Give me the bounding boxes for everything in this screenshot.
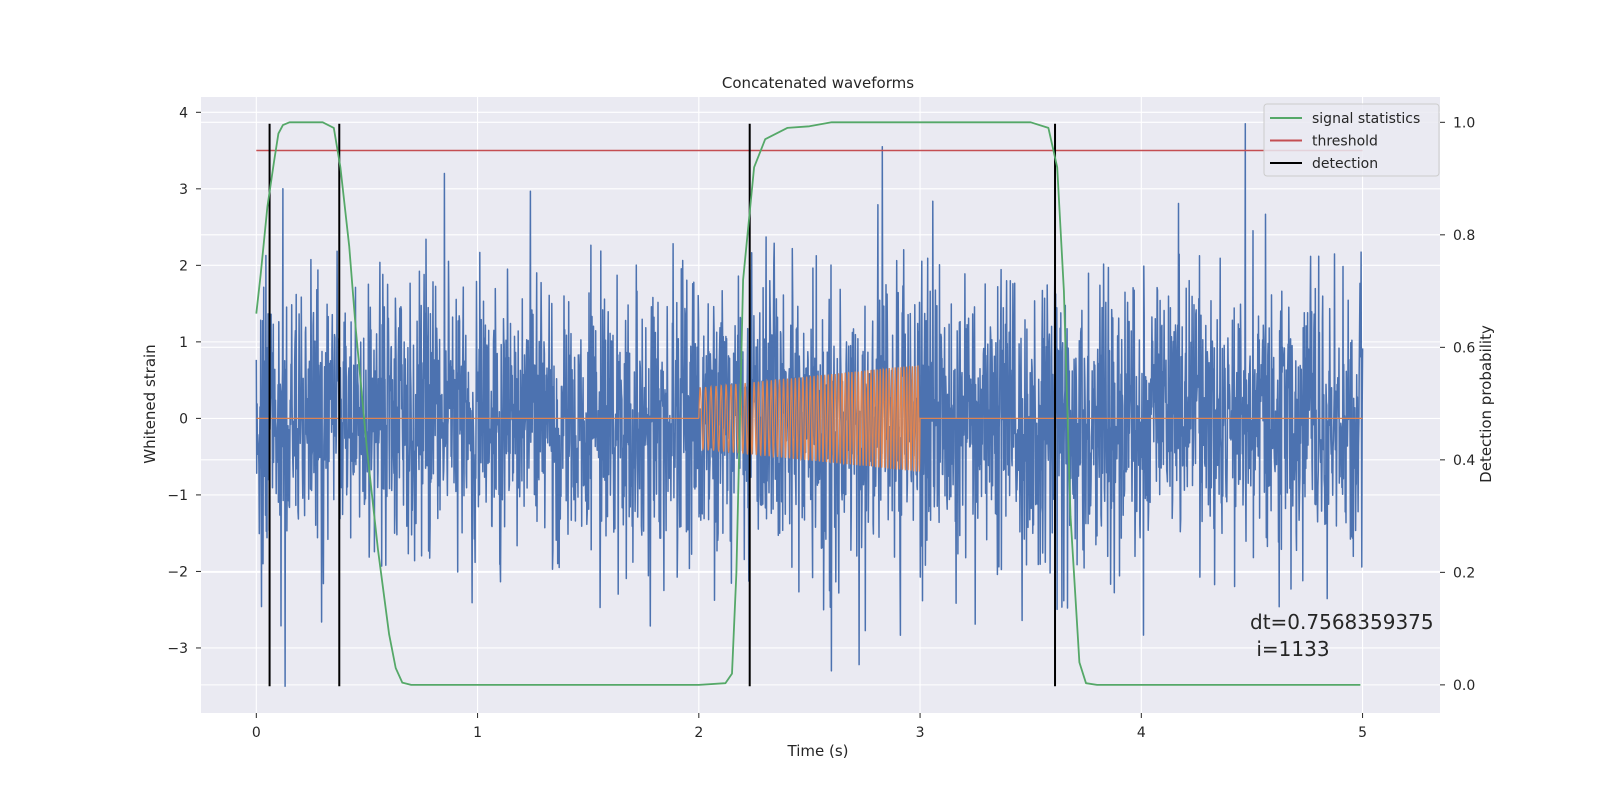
y-tick-label-right: 0.4 — [1453, 453, 1475, 469]
legend-label: detection — [1312, 156, 1378, 172]
x-tick-label: 0 — [252, 725, 261, 741]
y-axis-label-left: Whitened strain — [141, 344, 159, 463]
x-tick-label: 2 — [694, 725, 703, 741]
annotation-dt: dt=0.7568359375 — [1250, 610, 1434, 634]
y-tick-label-right: 1.0 — [1453, 115, 1475, 131]
plot-area — [255, 121, 1364, 687]
legend: signal statistics threshold detection — [1263, 103, 1440, 177]
y-tick-label-left: 3 — [179, 182, 188, 198]
y-tick-label-right: 0.8 — [1453, 228, 1475, 244]
y-tick-label-left: 0 — [179, 411, 188, 427]
y-axis-label-right: Detection probability — [1477, 325, 1495, 483]
y-tick-label-left: −2 — [167, 564, 188, 580]
x-tick-label: 1 — [473, 725, 482, 741]
y-tick-label-right: 0.6 — [1453, 340, 1475, 356]
y-tick-label-left: 4 — [179, 105, 188, 121]
x-tick-label: 4 — [1137, 725, 1146, 741]
y-tick-label-left: −3 — [167, 641, 188, 657]
annotation-index: i=1133 — [1250, 637, 1330, 661]
x-axis-label: Time (s) — [787, 742, 849, 760]
legend-label: signal statistics — [1312, 111, 1420, 127]
injection-series-line — [256, 365, 1363, 472]
x-tick-label: 3 — [916, 725, 925, 741]
y-tick-label-left: 1 — [179, 335, 188, 351]
y-tick-label-right: 0.0 — [1453, 678, 1475, 694]
x-tick-label: 5 — [1358, 725, 1367, 741]
y-tick-label-left: −1 — [167, 488, 188, 504]
axes: 0 1 2 3 4 5 −3 −2 −1 0 1 2 3 4 0.0 0.2 0.4 0.6 0.8 1.0 — [167, 105, 1475, 741]
legend-label: threshold — [1312, 134, 1378, 150]
y-tick-label-left: 2 — [179, 258, 188, 274]
legend-box — [1263, 103, 1440, 177]
y-tick-label-right: 0.2 — [1453, 565, 1475, 581]
signal-statistics-line — [255, 121, 1361, 686]
chart-title: Concatenated waveforms — [722, 74, 914, 92]
